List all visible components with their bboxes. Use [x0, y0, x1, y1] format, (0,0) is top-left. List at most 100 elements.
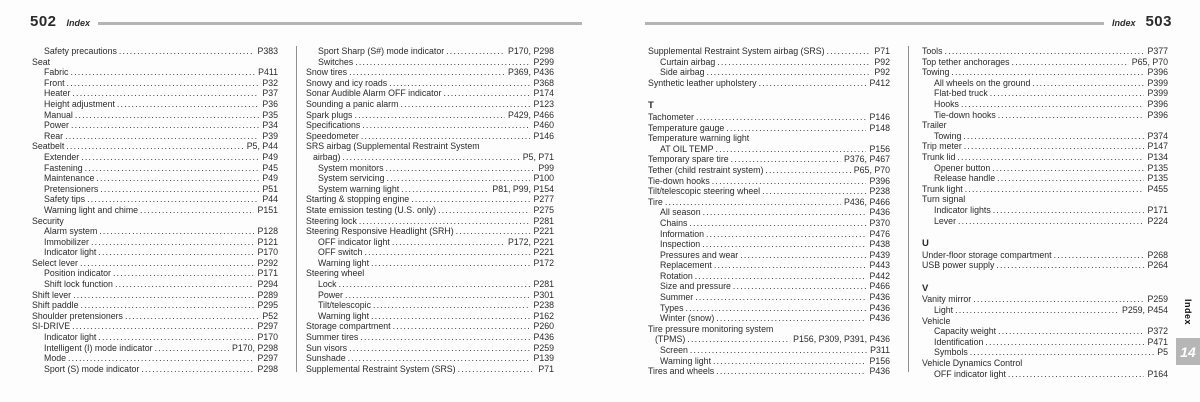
index-entry: Temporary spare tire P376, P467 [648, 154, 890, 165]
entry-label: Vehicle [922, 315, 951, 326]
index-entry: Lock P281 [306, 279, 554, 290]
dot-leader [345, 290, 531, 301]
column-divider-right-page [908, 46, 909, 372]
page-reference: P135 [1147, 162, 1168, 173]
dot-leader [113, 268, 254, 279]
index-entry: Synthetic leather upholstery P412 [648, 78, 890, 89]
page-reference: P298 [257, 363, 278, 374]
dot-leader [716, 313, 866, 324]
dot-leader [740, 250, 866, 261]
entry-label: Vanity mirror [922, 294, 972, 305]
entry-label: Trip meter [922, 141, 962, 152]
dot-leader [349, 67, 505, 78]
dot-leader [1008, 369, 1145, 380]
entry-label: Replacement [660, 260, 712, 271]
page-reference: P221 [533, 226, 554, 237]
index-section-letter: U [922, 238, 1168, 250]
dot-leader [714, 260, 867, 271]
column-divider-left-page [296, 46, 297, 372]
index-entry: Winter (snow) P436 [648, 313, 890, 324]
index-entry: Tools P377 [922, 46, 1168, 57]
dot-leader [438, 205, 530, 216]
entry-label: Tilt/telescopic [318, 300, 371, 311]
dot-leader [392, 237, 505, 248]
index-entry: All season P436 [648, 207, 890, 218]
page-reference: P438 [869, 239, 890, 250]
entry-label: Seatbelt [32, 141, 65, 152]
index-entry: Side airbag P92 [648, 67, 890, 78]
index-entry: System servicing P100 [306, 173, 554, 184]
index-entry: Identification P471 [922, 337, 1168, 348]
dot-leader [141, 364, 254, 375]
entry-label: Summer tires [306, 332, 359, 343]
page-reference: P171 [1147, 204, 1168, 215]
index-entry: Tie-down hooks P396 [648, 176, 890, 187]
page-reference: P51 [262, 183, 278, 194]
entry-label: Fastening [44, 162, 83, 173]
page-reference: P162 [533, 310, 554, 321]
entry-label: Information [660, 228, 705, 239]
page-reference: P100 [533, 173, 554, 184]
index-entry: Safety tips P44 [32, 194, 278, 205]
page-reference: P44 [262, 194, 278, 205]
index-entry: Fastening P45 [32, 163, 278, 174]
page-reference: P52 [262, 310, 278, 321]
entry-label: Side airbag [660, 67, 705, 78]
index-entry: Lever P224 [922, 216, 1168, 227]
dot-leader [1012, 57, 1129, 68]
page-reference: P411 [258, 67, 278, 78]
page-reference: P170 [257, 247, 278, 258]
index-entry: Seat [32, 57, 278, 68]
index-entry: Tires and wheels P436 [648, 366, 890, 377]
dot-leader [945, 46, 1145, 57]
index-entry: Sunshade P139 [306, 353, 554, 364]
index-entry: Shift lever P289 [32, 290, 278, 301]
entry-label: Tools [922, 46, 943, 56]
index-entry: Top tether anchorages P65, P70 [922, 57, 1168, 68]
dot-leader [689, 218, 866, 229]
right-header-rule [645, 21, 1104, 25]
page-reference: P151 [257, 204, 278, 215]
dot-leader [98, 332, 254, 343]
dot-leader [65, 131, 259, 142]
entry-label: Tilt/telescopic steering wheel [648, 186, 761, 197]
index-entry: Summer P436 [648, 292, 890, 303]
left-page-header: 502 Index [30, 12, 582, 30]
dot-leader [762, 186, 866, 197]
page-reference: P301 [533, 289, 554, 300]
dot-leader [998, 110, 1145, 121]
index-entry: Shoulder pretensioners P52 [32, 311, 278, 322]
index-entry: Tie-down hooks P396 [922, 110, 1168, 121]
dot-leader [359, 216, 531, 227]
page-reference: P295 [257, 300, 278, 311]
index-entry: Extender P49 [32, 152, 278, 163]
index-entry: Tire pressure monitoring system [648, 324, 890, 335]
dot-leader [716, 366, 866, 377]
dot-leader [66, 141, 243, 152]
entry-label: Trunk light [922, 183, 963, 194]
index-entry: Pretensioners P51 [32, 184, 278, 195]
page-reference: P5 [1157, 347, 1168, 358]
page-reference: P147 [1147, 141, 1168, 152]
page-reference: P170, P298 [508, 46, 554, 56]
entry-label: Front [44, 77, 65, 88]
entry-label: Flat-bed truck [934, 88, 988, 99]
page-reference: P399 [1147, 77, 1168, 88]
entry-label: Lever [934, 215, 957, 226]
dot-leader [965, 184, 1145, 195]
entry-label: Supplemental Restraint System airbag (SR… [648, 46, 825, 56]
page-reference: P35 [262, 109, 278, 120]
entry-label: Tire pressure monitoring system [648, 323, 774, 334]
index-entry: Under-floor storage compartment P268 [922, 250, 1168, 261]
dot-leader [973, 294, 1144, 305]
index-entry: Trunk lid P134 [922, 152, 1168, 163]
page-reference: P292 [257, 257, 278, 268]
dot-leader [996, 260, 1144, 271]
index-entry: Temperature gauge P148 [648, 123, 890, 134]
page-reference: P5, P44 [246, 141, 278, 152]
entry-label: Warning light and chime [44, 204, 139, 215]
page-reference: P294 [257, 279, 278, 290]
page-reference: P39 [262, 130, 278, 141]
page-reference: P49 [262, 151, 278, 162]
dot-leader [665, 197, 841, 208]
